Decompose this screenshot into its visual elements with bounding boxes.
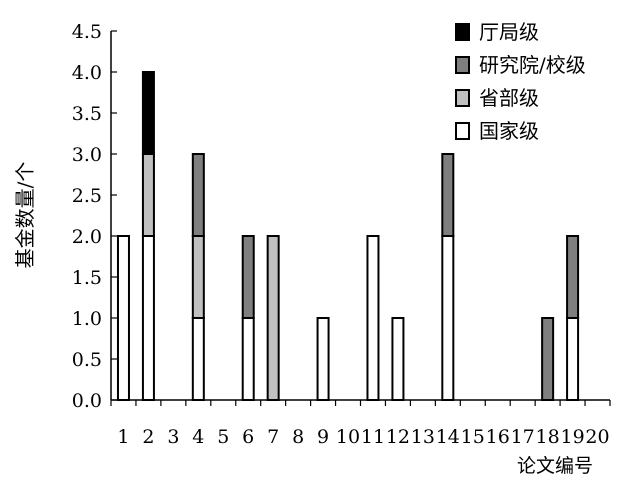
y-tick-label: 4.5 (72, 21, 102, 43)
bar-segment-2-series-1 (141, 153, 155, 237)
x-tick-label: 18 (536, 426, 560, 448)
x-tick-label: 14 (436, 426, 460, 448)
legend-label: 省部级 (479, 86, 539, 110)
bar-segment-9-series-0 (316, 317, 330, 401)
bar-segment-11-series-0 (366, 235, 380, 401)
x-tick-label: 1 (117, 426, 129, 448)
x-tick-label: 4 (192, 426, 204, 448)
y-tick-label: 3.5 (72, 103, 102, 125)
legend-swatch (455, 89, 470, 107)
bar-segment-2-series-3 (141, 71, 155, 155)
y-tick-label: 1.0 (72, 308, 102, 330)
x-tick-label: 6 (242, 426, 254, 448)
bar-segment-7-series-1 (266, 235, 280, 401)
x-axis-label: 论文编号 (517, 455, 593, 477)
x-tick-label: 2 (142, 426, 154, 448)
x-tick-label: 9 (317, 426, 329, 448)
x-tick-label: 7 (267, 426, 279, 448)
x-tick-label: 15 (461, 426, 485, 448)
x-tick-label: 5 (217, 426, 229, 448)
bar-segment-1-series-0 (116, 235, 130, 401)
x-tick-label: 3 (167, 426, 179, 448)
y-tick-label: 0.0 (72, 390, 102, 412)
bar-segment-6-series-0 (241, 317, 255, 401)
bar-segment-19-series-2 (566, 235, 580, 319)
y-tick-label: 4.0 (72, 62, 102, 84)
bar-segment-4-series-2 (191, 153, 205, 237)
y-tick-label: 2.5 (72, 185, 102, 207)
x-tick-label: 13 (411, 426, 435, 448)
x-tick-label: 12 (386, 426, 410, 448)
bar-segment-4-series-0 (191, 317, 205, 401)
y-axis-label: 基金数量/个 (13, 162, 37, 269)
legend-swatch (455, 56, 470, 74)
bar-segment-6-series-2 (241, 235, 255, 319)
x-tick-label: 17 (511, 426, 535, 448)
legend-label: 厅局级 (479, 20, 539, 44)
legend-label: 国家级 (479, 119, 539, 143)
bar-segment-12-series-0 (391, 317, 405, 401)
bar-segment-19-series-0 (566, 317, 580, 401)
x-tick-label: 16 (486, 426, 510, 448)
y-tick-label: 1.5 (72, 267, 102, 289)
bars-layer (116, 71, 580, 401)
bar-segment-4-series-1 (191, 235, 205, 319)
x-tick-label: 11 (361, 426, 385, 448)
bar-segment-2-series-0 (141, 235, 155, 401)
bar-segment-14-series-0 (441, 235, 455, 401)
x-tick-label: 20 (585, 426, 609, 448)
x-tick-label: 19 (560, 426, 584, 448)
bar-segment-18-series-2 (541, 317, 555, 401)
legend-label: 研究院/校级 (479, 53, 586, 77)
bar-segment-14-series-2 (441, 153, 455, 237)
y-tick-label: 3.0 (72, 144, 102, 166)
y-tick-label: 2.0 (72, 226, 102, 248)
y-tick-label: 0.5 (72, 349, 102, 371)
x-tick-label: 8 (292, 426, 304, 448)
x-tick-label: 10 (336, 426, 360, 448)
legend-swatch (455, 122, 470, 140)
axes-layer: 0.00.51.01.52.02.53.03.54.04.51 2 3 4 5 6 7 8 9 1… (72, 21, 611, 448)
legend-swatch (455, 23, 470, 41)
